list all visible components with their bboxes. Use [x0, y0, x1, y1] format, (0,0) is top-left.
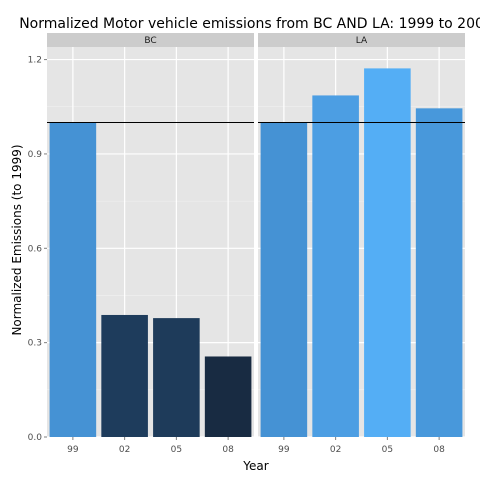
- chart-title: Normalized Motor vehicle emissions from …: [19, 16, 480, 32]
- y-tick-label: 0.9: [28, 150, 43, 160]
- bar-bc-08: [205, 356, 252, 437]
- bar-bc-99: [50, 122, 97, 437]
- bar-la-08: [416, 108, 463, 437]
- x-tick-label: 02: [119, 445, 130, 455]
- panel-la: LA 99 02 05 08: [258, 33, 465, 455]
- y-tick-label: 0.6: [28, 244, 43, 254]
- x-tick-label: 05: [171, 445, 182, 455]
- x-tick-label: 05: [382, 445, 393, 455]
- panel-bc: BC 99 02 05 08: [47, 33, 254, 455]
- y-tick-label: 1.2: [28, 56, 42, 66]
- x-tick-label: 99: [67, 445, 79, 455]
- x-tick-label: 02: [330, 445, 341, 455]
- x-tick-label: 08: [222, 445, 234, 455]
- bar-bc-02: [101, 315, 148, 437]
- y-tick-label: 0.0: [28, 433, 43, 443]
- strip-label: BC: [144, 36, 156, 46]
- x-tick-label: 99: [278, 445, 290, 455]
- x-axis-title: Year: [242, 459, 268, 473]
- bar-la-99: [261, 122, 308, 437]
- y-axis: 0.0 0.3 0.6 0.9 1.2: [28, 56, 47, 443]
- x-tick-label: 08: [433, 445, 445, 455]
- bar-bc-05: [153, 318, 200, 437]
- strip-label: LA: [356, 36, 368, 46]
- y-tick-label: 0.3: [28, 339, 42, 349]
- bar-la-02: [312, 95, 359, 437]
- chart-panels: BC 99 02 05 08 LA 99 02 05 08: [47, 33, 465, 455]
- y-axis-title: Normalized Emissions (to 1999): [10, 144, 24, 335]
- bar-la-05: [364, 68, 411, 437]
